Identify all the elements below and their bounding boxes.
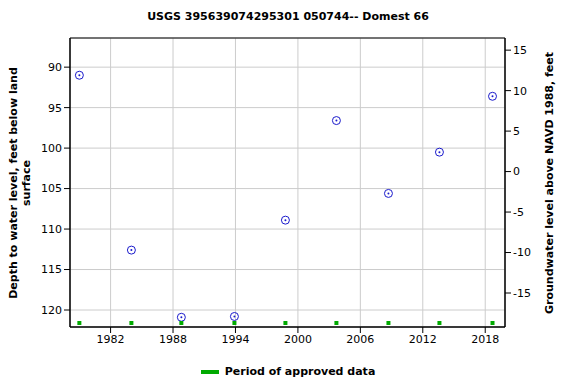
svg-text:15: 15 (513, 44, 527, 57)
svg-text:-15: -15 (513, 287, 531, 300)
svg-text:95: 95 (48, 102, 62, 115)
svg-text:1988: 1988 (159, 333, 187, 346)
svg-text:2012: 2012 (409, 333, 437, 346)
svg-text:1994: 1994 (221, 333, 249, 346)
svg-text:120: 120 (41, 304, 62, 317)
svg-text:0: 0 (513, 165, 520, 178)
svg-text:1982: 1982 (97, 333, 125, 346)
html-text:surface: surface (20, 160, 33, 206)
svg-text:-10: -10 (513, 246, 531, 259)
svg-text:-5: -5 (513, 206, 524, 219)
svg-text:100: 100 (41, 142, 62, 155)
svg-text:2018: 2018 (471, 333, 499, 346)
html-text:Groundwater level above NAVD 1: Groundwater level above NAVD 1988, feet (542, 52, 556, 314)
svg-text:5: 5 (513, 125, 520, 138)
html-text:Depth to water level, feet bel: Depth to water level, feet below land (7, 67, 20, 299)
html-text:USGS 395639074295301 050744--: USGS 395639074295301 050744-- Domest 66 (147, 10, 429, 23)
svg-text:2006: 2006 (346, 333, 374, 346)
svg-text:10: 10 (513, 85, 527, 98)
html-text:Period of approved data: Period of approved data (224, 365, 376, 378)
svg-text:115: 115 (41, 263, 62, 276)
svg-text:105: 105 (41, 182, 62, 195)
svg-text:110: 110 (41, 223, 62, 236)
svg-text:2000: 2000 (284, 333, 312, 346)
svg-text:90: 90 (48, 61, 62, 74)
